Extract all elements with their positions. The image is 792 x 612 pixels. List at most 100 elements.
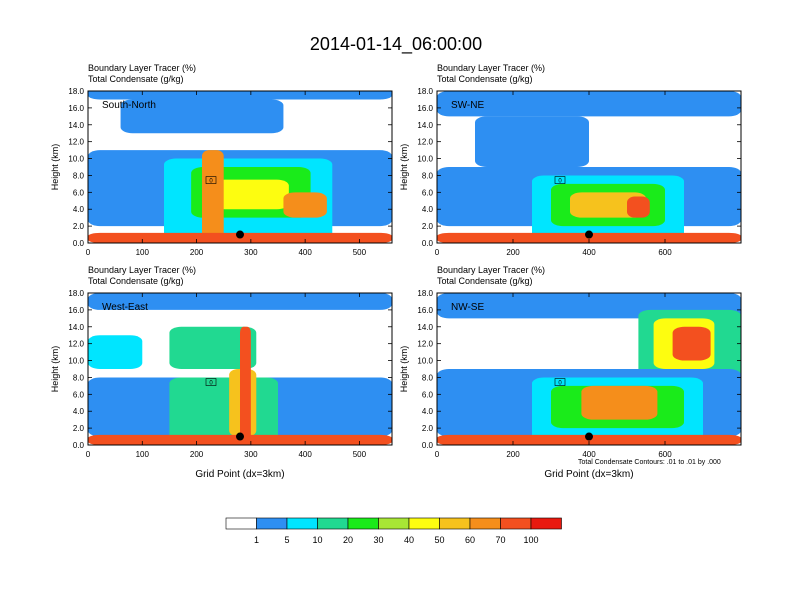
y-tick-label: 8.0 bbox=[422, 171, 434, 180]
y-tick-label: 12.0 bbox=[417, 340, 433, 349]
contour-label: 0 bbox=[558, 179, 562, 185]
panel-3: 00.02.04.06.08.010.012.014.016.018.00 100… bbox=[50, 265, 393, 480]
x-tick-label: 400 bbox=[582, 450, 596, 459]
y-axis-label: Height (km) bbox=[50, 144, 60, 191]
y-tick-label: 18.0 bbox=[417, 87, 433, 96]
colorbar-label: 60 bbox=[465, 535, 475, 545]
y-tick-label: 16.0 bbox=[68, 306, 84, 315]
x-tick-label: 500 bbox=[353, 450, 367, 459]
x-tick-label: 400 bbox=[298, 248, 312, 257]
x-tick-label: 0 bbox=[435, 248, 440, 257]
y-tick-label: 2.0 bbox=[73, 222, 85, 231]
y-tick-label: 4.0 bbox=[422, 205, 434, 214]
panel-2: 00.02.04.06.08.010.012.014.016.018.00 200… bbox=[399, 63, 742, 257]
colorbar-swatch bbox=[530, 517, 562, 530]
contour-label-box bbox=[205, 378, 217, 386]
panels: 00.02.04.06.08.010.012.014.016.018.00 100… bbox=[50, 63, 742, 480]
cross-section-label: SW-NE bbox=[451, 100, 484, 111]
x-axis-label: Grid Point (dx=3km) bbox=[544, 469, 633, 480]
contour-label: 0 bbox=[209, 179, 213, 185]
panel-title-line-1: Boundary Layer Tracer (%) bbox=[437, 63, 545, 73]
y-tick-label: 0.0 bbox=[73, 441, 85, 450]
colorbar-label: 50 bbox=[434, 535, 444, 545]
x-tick-label: 100 bbox=[136, 450, 150, 459]
storm-center-marker bbox=[585, 230, 593, 239]
panel-title-line-2: Total Condensate (g/kg) bbox=[88, 276, 184, 286]
colorbar-swatch bbox=[469, 517, 501, 530]
panel-4: 00.02.04.06.08.010.012.014.016.018.00 200… bbox=[399, 265, 742, 480]
x-tick-label: 500 bbox=[353, 248, 367, 257]
y-tick-label: 14.0 bbox=[417, 323, 433, 332]
colorbar-swatch bbox=[286, 517, 318, 530]
tracer-region bbox=[672, 326, 711, 361]
colorbar-swatch bbox=[347, 517, 379, 530]
colorbar-label: 20 bbox=[343, 535, 353, 545]
y-tick-label: 8.0 bbox=[73, 373, 85, 382]
x-axis-label: Grid Point (dx=3km) bbox=[195, 469, 284, 480]
colorbar: 1 5 10 20 30 40 50 60 70 100 bbox=[225, 517, 562, 545]
colorbar-swatch bbox=[225, 517, 257, 530]
tracer-region bbox=[202, 150, 224, 243]
plot-frame bbox=[87, 90, 393, 244]
cross-section-label: South-North bbox=[102, 100, 156, 111]
tracer-region bbox=[120, 99, 284, 134]
contour-label-box bbox=[554, 176, 566, 184]
y-tick-label: 16.0 bbox=[68, 104, 84, 113]
y-tick-label: 12.0 bbox=[417, 138, 433, 147]
colorbar-label: 5 bbox=[284, 535, 289, 545]
y-axis-label: Height (km) bbox=[399, 144, 409, 191]
x-tick-label: 300 bbox=[244, 450, 258, 459]
storm-center-marker bbox=[236, 230, 244, 239]
shaded-field bbox=[437, 91, 741, 243]
footnote: Total Condensate Contours: .01 to .01 by… bbox=[578, 459, 721, 466]
y-tick-label: 16.0 bbox=[417, 306, 433, 315]
colorbar-label: 30 bbox=[373, 535, 383, 545]
y-tick-label: 2.0 bbox=[73, 424, 85, 433]
tracer-region bbox=[581, 385, 658, 420]
y-tick-label: 10.0 bbox=[417, 155, 433, 164]
colorbar-swatch bbox=[500, 517, 532, 530]
colorbar-swatch bbox=[256, 517, 288, 530]
x-tick-label: 300 bbox=[244, 248, 258, 257]
colorbar-label: 70 bbox=[495, 535, 505, 545]
x-tick-label: 200 bbox=[190, 450, 204, 459]
panel-title-line-1: Boundary Layer Tracer (%) bbox=[88, 63, 196, 73]
x-tick-label: 400 bbox=[298, 450, 312, 459]
colorbar-label: 100 bbox=[523, 535, 538, 545]
y-tick-label: 2.0 bbox=[422, 222, 434, 231]
y-tick-label: 18.0 bbox=[68, 87, 84, 96]
y-tick-label: 14.0 bbox=[68, 323, 84, 332]
y-tick-label: 0.0 bbox=[422, 441, 434, 450]
x-tick-label: 0 bbox=[435, 450, 440, 459]
x-tick-label: 0 bbox=[86, 248, 91, 257]
y-tick-label: 0.0 bbox=[422, 239, 434, 248]
panel-title-line-1: Boundary Layer Tracer (%) bbox=[88, 265, 196, 275]
y-tick-label: 6.0 bbox=[73, 390, 85, 399]
contour-label-box bbox=[554, 378, 566, 386]
tracer-region bbox=[475, 116, 589, 167]
panel-title-line-2: Total Condensate (g/kg) bbox=[437, 276, 533, 286]
y-tick-label: 18.0 bbox=[68, 289, 84, 298]
y-tick-label: 2.0 bbox=[422, 424, 434, 433]
y-tick-label: 12.0 bbox=[68, 340, 84, 349]
tracer-region bbox=[169, 326, 257, 369]
y-axis-label: Height (km) bbox=[50, 346, 60, 393]
tracer-region bbox=[283, 192, 327, 218]
x-tick-label: 200 bbox=[190, 248, 204, 257]
y-tick-label: 4.0 bbox=[422, 407, 434, 416]
y-tick-label: 10.0 bbox=[68, 155, 84, 164]
panel-1: 00.02.04.06.08.010.012.014.016.018.00 100… bbox=[50, 63, 393, 257]
y-tick-label: 6.0 bbox=[422, 188, 434, 197]
plot-frame bbox=[87, 292, 393, 446]
colorbar-swatch bbox=[317, 517, 349, 530]
y-tick-label: 8.0 bbox=[73, 171, 85, 180]
x-tick-label: 100 bbox=[136, 248, 150, 257]
y-tick-label: 8.0 bbox=[422, 373, 434, 382]
y-tick-label: 4.0 bbox=[73, 407, 85, 416]
y-tick-label: 4.0 bbox=[73, 205, 85, 214]
tracer-region bbox=[88, 293, 392, 310]
x-tick-label: 200 bbox=[506, 450, 520, 459]
x-tick-label: 600 bbox=[658, 248, 672, 257]
tracer-region bbox=[88, 91, 392, 100]
